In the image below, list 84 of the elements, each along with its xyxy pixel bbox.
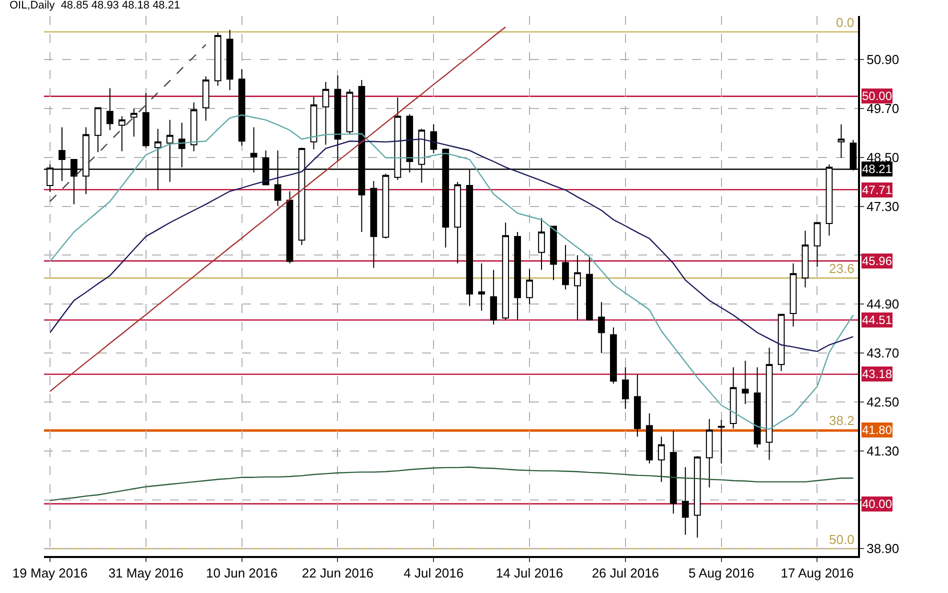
candlestick (118, 116, 126, 152)
candlestick (514, 232, 521, 321)
x-tick-label: 4 Jul 2016 (404, 566, 464, 581)
candlestick (838, 124, 845, 158)
y-tick-label: 41.30 (866, 443, 900, 458)
ref-line-label: 41.80 (862, 423, 892, 437)
chart-title: OIL,Daily 48.85 48.93 48.18 48.21 (9, 0, 180, 12)
x-tick-label: 22 Jun 2016 (302, 566, 374, 581)
candlestick (622, 366, 629, 410)
candlestick (646, 412, 653, 464)
candlestick (478, 262, 486, 312)
candlestick (226, 29, 234, 91)
line-series (49, 466, 854, 502)
candlestick (610, 326, 617, 384)
y-tick-label: 49.70 (866, 101, 900, 116)
y-tick-label: 50.90 (866, 52, 900, 68)
candlestick (730, 366, 737, 429)
candlestick (238, 68, 246, 146)
y-tick-label: 43.70 (866, 346, 900, 361)
candlestick (694, 456, 701, 538)
candlestick (754, 366, 761, 448)
candlestick (382, 173, 390, 240)
ref-line-label: 40.00 (862, 497, 892, 511)
y-tick-label: 38.90 (866, 541, 900, 556)
line-series (49, 44, 206, 202)
candlestick (490, 269, 497, 326)
candlestick (682, 466, 689, 536)
x-tick-label: 31 May 2016 (108, 566, 184, 581)
candlestick (742, 360, 749, 404)
candlestick (346, 88, 354, 136)
ref-line-label: 47.71 (862, 183, 892, 197)
candlestick (454, 181, 462, 264)
candlestick (790, 262, 797, 328)
x-tick-label: 26 Jul 2016 (592, 566, 660, 581)
annotation: 23.6 (829, 261, 854, 276)
y-tick-label: 42.50 (866, 394, 900, 410)
candlestick (574, 254, 581, 321)
candlestick (778, 314, 785, 372)
candlestick (586, 256, 593, 321)
candlestick (562, 244, 569, 290)
candlestick (718, 419, 725, 464)
candlestick (634, 374, 641, 438)
line-series (49, 26, 506, 392)
candlestick (370, 180, 378, 268)
line-series (49, 114, 854, 430)
ref-line-label: 48.21 (862, 162, 892, 176)
candlestick (286, 190, 294, 264)
ref-line-label: 45.96 (862, 254, 892, 268)
annotation: 50.0 (829, 532, 854, 547)
candlestick (94, 107, 102, 153)
candlestick (334, 75, 342, 162)
candlestick (658, 436, 665, 482)
annotation: 38.2 (829, 413, 854, 428)
x-tick-label: 10 Jun 2016 (206, 566, 278, 581)
ref-line-label: 50.00 (862, 89, 892, 103)
candlestick (598, 302, 605, 354)
candlestick (202, 76, 210, 122)
candlestick (310, 96, 318, 150)
candlestick (538, 218, 545, 270)
ref-line-label: 43.18 (862, 367, 892, 381)
candlestick (526, 268, 533, 305)
y-tick-label: 47.30 (866, 198, 900, 214)
x-tick-label: 14 Jul 2016 (496, 566, 564, 581)
ref-line-label: 44.51 (862, 313, 892, 327)
line-series (49, 138, 854, 352)
candlestick (142, 92, 150, 148)
candlestick (670, 430, 677, 514)
candlestick (502, 222, 509, 321)
candlestick (322, 82, 330, 146)
candlestick (214, 32, 222, 86)
candlestick (802, 230, 809, 288)
candlestick (550, 226, 557, 281)
x-tick-label: 5 Aug 2016 (688, 566, 754, 581)
y-tick-label: 44.90 (866, 296, 900, 312)
x-tick-label: 19 May 2016 (12, 566, 88, 581)
candlestick (130, 108, 138, 138)
candlestick (430, 124, 438, 154)
candlestick (190, 102, 198, 152)
candlestick (106, 88, 114, 131)
candlestick (706, 418, 713, 488)
candlestick (766, 347, 773, 460)
candlestick (814, 222, 821, 268)
x-tick-label: 17 Aug 2016 (780, 566, 854, 581)
annotation: 0.0 (836, 15, 854, 30)
